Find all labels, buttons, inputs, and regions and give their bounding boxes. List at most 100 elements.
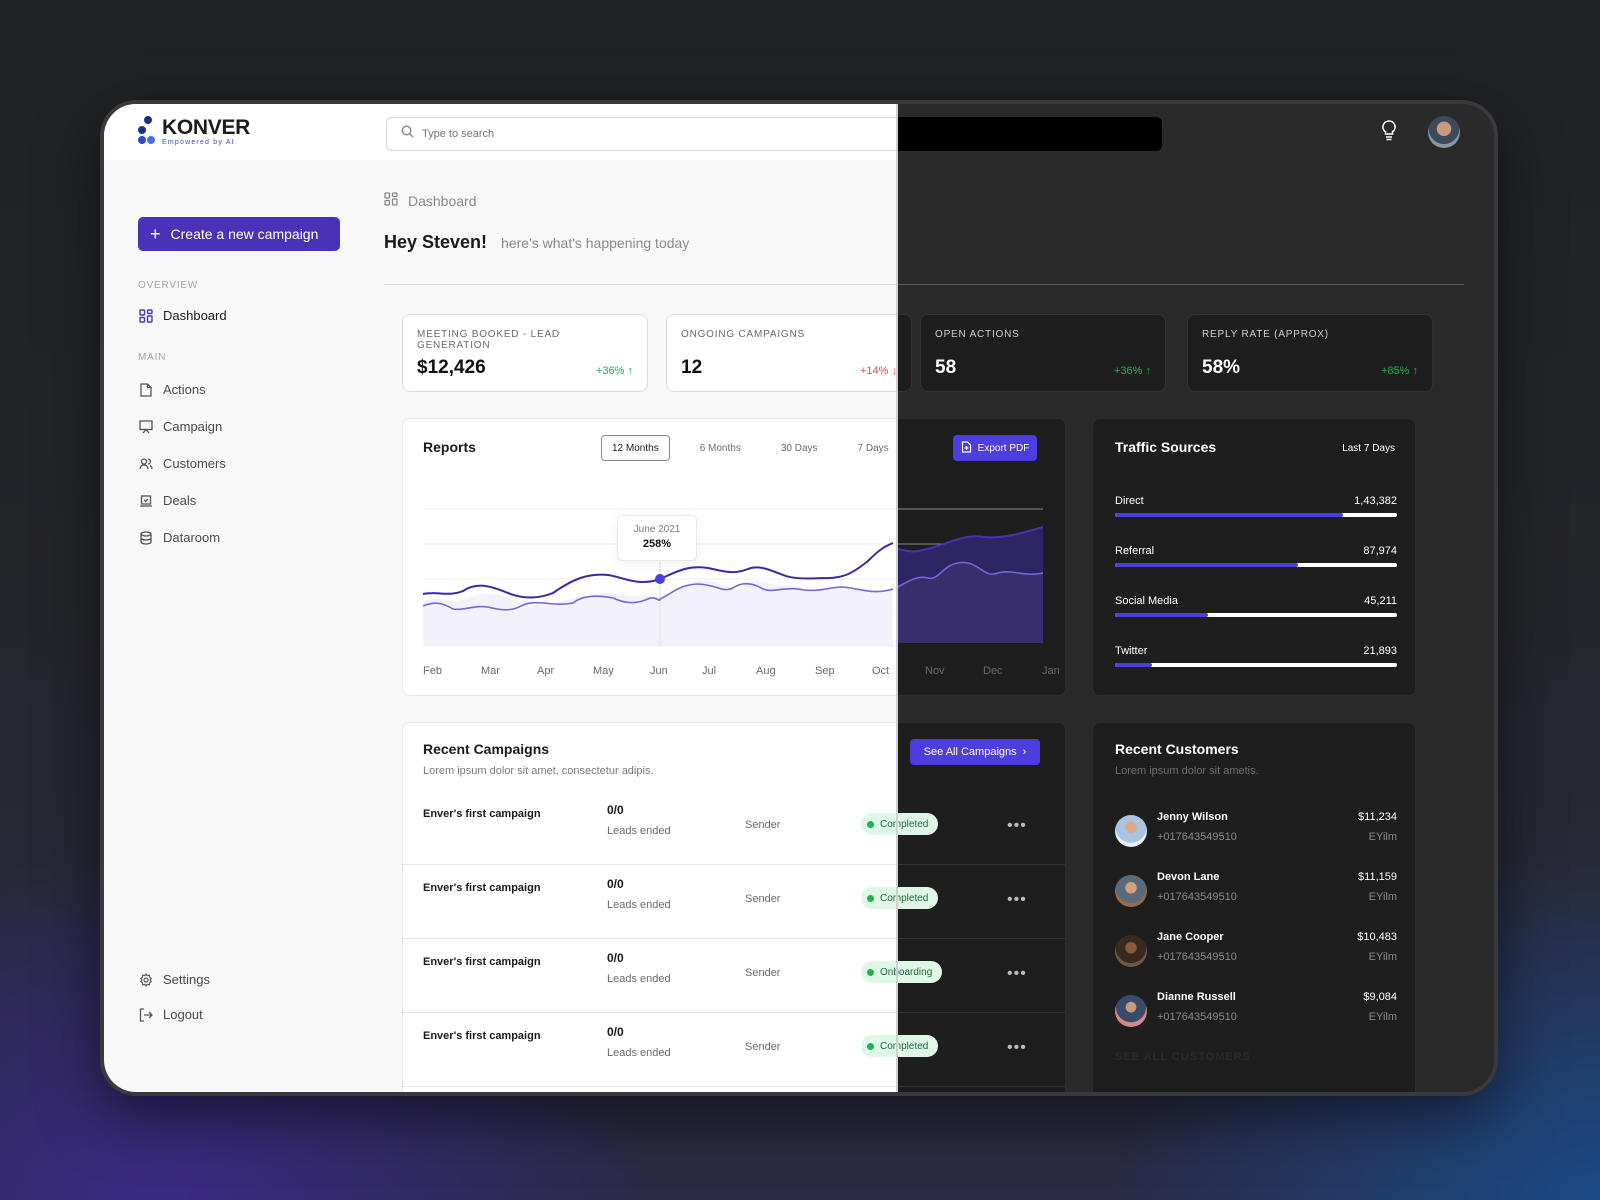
nav-section-overview: OVERVIEW: [138, 280, 199, 291]
table-row[interactable]: Enver's first campaign 0/0 Leads ended S…: [403, 1013, 896, 1087]
sidebar: + Create a new campaign OVERVIEW Dashboa…: [138, 160, 348, 1092]
stat-delta: +85% ↑: [1381, 365, 1418, 377]
customers-title: Recent Customers: [1115, 741, 1239, 757]
users-icon: [138, 456, 153, 471]
traffic-row-social: Social Media 45,211: [1115, 595, 1397, 617]
file-plus-icon: [961, 440, 972, 456]
sidebar-item-settings[interactable]: Settings: [138, 972, 210, 987]
greeting: Hey Steven! here's what's happening toda…: [384, 232, 689, 253]
status-badge: Completed: [861, 1035, 896, 1057]
grid-icon: [138, 308, 153, 323]
light-theme-view: KONVER Empowered by AI + Create a new ca…: [104, 104, 896, 1092]
more-options-icon[interactable]: •••: [1007, 817, 1027, 834]
gear-icon: [138, 972, 153, 987]
stat-value: 12: [681, 357, 703, 378]
more-options-icon[interactable]: •••: [1007, 891, 1027, 908]
stat-value: 58%: [1202, 357, 1241, 378]
logo-icon: [138, 116, 158, 146]
tab-7-days[interactable]: 7 Days: [857, 442, 889, 454]
tab-12-months[interactable]: 12 Months: [601, 435, 670, 461]
stat-card-ongoing: ONGOING CAMPAIGNS 12 +14% ↓: [666, 314, 896, 392]
see-all-customers-link[interactable]: SEE ALL CUSTOMERS: [1115, 1051, 1251, 1063]
progress-bar: [1115, 613, 1397, 617]
create-campaign-button[interactable]: + Create a new campaign: [138, 217, 340, 251]
stat-delta: +14% ↓: [860, 365, 896, 377]
grid-icon: [384, 192, 398, 209]
presentation-icon: [138, 419, 153, 434]
status-badge: Completed: [861, 813, 896, 835]
range-tabs: 12 Months 6 Months 30 Days 7 Days: [601, 435, 896, 461]
traffic-range-select[interactable]: Last 7 Days: [1342, 443, 1395, 454]
stat-label: ONGOING CAMPAIGNS: [681, 329, 805, 340]
stat-label: MEETING BOOKED - LEAD GENERATION: [417, 329, 560, 351]
traffic-sources-panel: Traffic Sources Last 7 Days Direct 1,43,…: [1092, 418, 1416, 696]
brand-logo[interactable]: KONVER Empowered by AI: [138, 116, 250, 146]
customer-row[interactable]: Jenny Wilson +017643549510 $11,234 EYilm: [1115, 811, 1397, 861]
sidebar-item-deals[interactable]: Deals: [138, 493, 196, 508]
traffic-row-referral: Referral 87,974: [1115, 545, 1397, 567]
theme-split-divider: [896, 104, 898, 1092]
recent-campaigns-panel: Recent Campaigns Lorem ipsum dolor sit a…: [402, 722, 896, 1092]
table-row[interactable]: Enver's first campaign 0/0 Leads ended S…: [403, 791, 896, 865]
file-icon: [138, 382, 153, 397]
stat-delta: +36% ↑: [1114, 365, 1151, 377]
tab-6-months[interactable]: 6 Months: [699, 442, 741, 454]
progress-bar: [1115, 663, 1397, 667]
database-icon: [138, 530, 153, 545]
customer-row[interactable]: Devon Lane +017643549510 $11,159 EYilm: [1115, 871, 1397, 921]
reports-panel: Reports 12 Months 6 Months 30 Days 7 Day…: [402, 418, 896, 696]
stat-card-open-actions: OPEN ACTIONS 58 +36% ↑: [920, 314, 1166, 392]
reports-chart: [423, 508, 896, 647]
campaigns-subtitle: Lorem ipsum dolor sit amet, consectetur …: [423, 765, 654, 777]
more-options-icon[interactable]: •••: [1007, 1039, 1027, 1056]
avatar: [1115, 875, 1147, 907]
search-input[interactable]: [422, 128, 822, 140]
topbar: KONVER Empowered by AI: [104, 104, 896, 160]
sidebar-item-customers[interactable]: Customers: [138, 456, 226, 471]
header-divider: [384, 284, 1464, 285]
customers-subtitle: Lorem ipsum dolor sit ametis.: [1115, 765, 1259, 777]
stat-value: 58: [935, 357, 957, 378]
customer-row[interactable]: Jane Cooper +017643549510 $10,483 EYilm: [1115, 931, 1397, 981]
brand-tagline: Empowered by AI: [162, 138, 235, 146]
sidebar-item-dashboard[interactable]: Dashboard: [138, 308, 227, 323]
avatar: [1115, 935, 1147, 967]
export-pdf-button[interactable]: Export PDF: [953, 435, 1037, 461]
recent-customers-panel: Recent Customers Lorem ipsum dolor sit a…: [1092, 722, 1416, 1092]
see-all-campaigns-button[interactable]: See All Campaigns ›: [910, 739, 1040, 765]
device-frame: OPEN ACTIONS 58 +36% ↑ REPLY RATE (APPRO…: [100, 100, 1498, 1096]
tab-30-days[interactable]: 30 Days: [780, 442, 818, 454]
progress-bar: [1115, 513, 1397, 517]
breadcrumb: Dashboard: [384, 192, 477, 209]
sidebar-item-actions[interactable]: Actions: [138, 382, 206, 397]
sidebar-item-dataroom[interactable]: Dataroom: [138, 530, 220, 545]
avatar: [1115, 815, 1147, 847]
more-options-icon[interactable]: •••: [1007, 965, 1027, 982]
search-bar[interactable]: [386, 117, 896, 151]
traffic-row-direct: Direct 1,43,382: [1115, 495, 1397, 517]
page-title: Hey Steven!: [384, 232, 488, 252]
sidebar-item-campaign[interactable]: Campaign: [138, 419, 222, 434]
app-screen: OPEN ACTIONS 58 +36% ↑ REPLY RATE (APPRO…: [104, 104, 1494, 1092]
nav-section-main: MAIN: [138, 352, 167, 363]
plus-icon: +: [150, 224, 161, 244]
lightbulb-icon[interactable]: [1380, 119, 1398, 146]
table-row[interactable]: Enver's first campaign 0/0 Leads ended S…: [403, 939, 896, 1013]
brand-name: KONVER: [162, 115, 251, 139]
sidebar-item-logout[interactable]: Logout: [138, 1007, 203, 1022]
traffic-title: Traffic Sources: [1115, 439, 1217, 455]
traffic-row-twitter: Twitter 21,893: [1115, 645, 1397, 667]
customer-row[interactable]: Dianne Russell +017643549510 $9,084 EYil…: [1115, 991, 1397, 1041]
stat-label: OPEN ACTIONS: [935, 329, 1020, 340]
avatar: [1115, 995, 1147, 1027]
header-divider: [384, 284, 896, 285]
chevron-right-icon: ›: [1022, 746, 1027, 758]
table-row[interactable]: Enver's first campaign 0/0 Leads ended S…: [403, 865, 896, 939]
stat-card-meetings: MEETING BOOKED - LEAD GENERATION $12,426…: [402, 314, 648, 392]
stat-value: $12,426: [417, 357, 486, 378]
laptop-check-icon: [138, 493, 153, 508]
status-badge: Onboarding: [861, 961, 896, 983]
reports-title: Reports: [423, 439, 476, 455]
user-avatar[interactable]: [1428, 116, 1460, 148]
campaigns-title: Recent Campaigns: [423, 741, 550, 757]
